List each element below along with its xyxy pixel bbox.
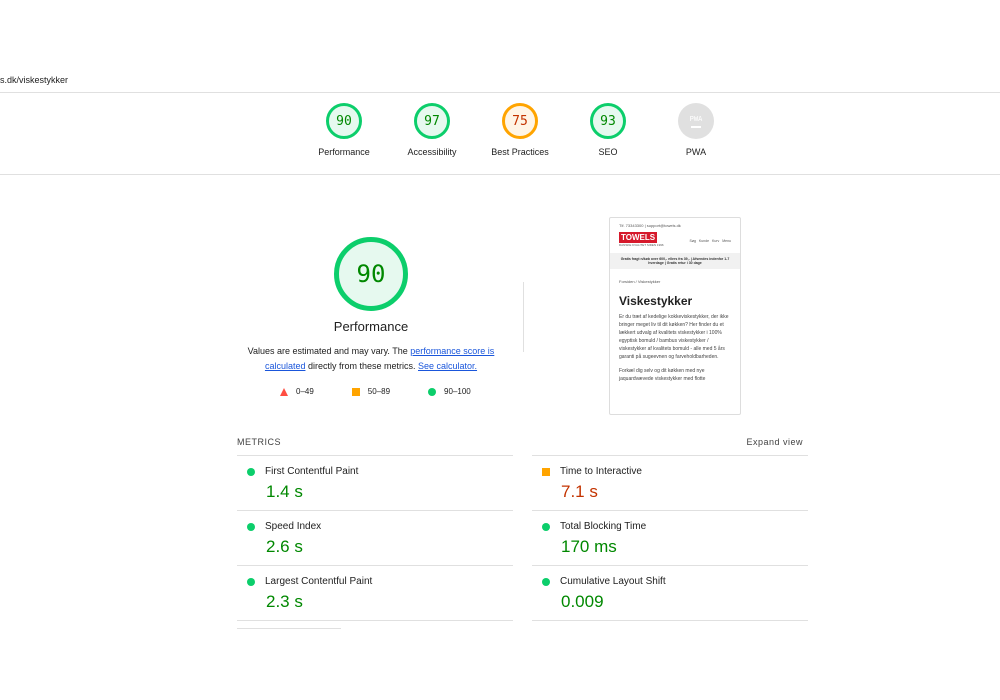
gauge-accessibility[interactable]: 97 Accessibility bbox=[388, 103, 476, 157]
preview-nav: Menu bbox=[722, 239, 731, 243]
metric-value: 2.6 s bbox=[266, 537, 303, 556]
metrics-label: METRICS bbox=[237, 437, 281, 447]
gauge-best-practices[interactable]: 75 Best Practices bbox=[476, 103, 564, 157]
metric-fcp: First Contentful Paint 1.4 s bbox=[237, 455, 513, 510]
metric-lcp: Largest Contentful Paint 2.3 s bbox=[237, 565, 513, 620]
divider bbox=[0, 92, 1000, 93]
divider bbox=[523, 282, 524, 352]
metric-speed-index: Speed Index 2.6 s bbox=[237, 510, 513, 565]
metric-label: Speed Index bbox=[265, 521, 322, 532]
metrics-grid: First Contentful Paint 1.4 s Time to Inte… bbox=[237, 455, 808, 620]
gauge-performance[interactable]: 90 Performance bbox=[300, 103, 388, 157]
preview-heading: Viskestykker bbox=[619, 294, 693, 308]
gauge-label: Accessibility bbox=[407, 147, 457, 157]
pwa-badge-text: PWA bbox=[689, 114, 703, 123]
metric-label: Time to Interactive bbox=[560, 466, 642, 477]
metric-label: Total Blocking Time bbox=[560, 521, 647, 532]
performance-score-gauge: 90 bbox=[334, 237, 408, 311]
performance-title: Performance bbox=[333, 319, 409, 334]
legend-fail: 0–49 bbox=[296, 387, 314, 396]
gauge-label: Performance bbox=[318, 147, 370, 157]
category-gauges: 90 Performance 97 Accessibility 75 Best Pra… bbox=[300, 103, 740, 157]
desc-text: directly from these metrics. bbox=[305, 361, 418, 371]
performance-score-link[interactable]: performance score is calculated bbox=[264, 346, 495, 371]
calculator-link[interactable]: See calculator. bbox=[418, 361, 478, 371]
gauge-seo[interactable]: 93 SEO bbox=[564, 103, 652, 157]
preview-nav: Søg bbox=[689, 239, 696, 243]
pwa-badge-icon: PWA bbox=[678, 103, 714, 139]
preview-paragraph: Er du træt af kedelige kokkeviskestykker… bbox=[619, 314, 729, 360]
metric-value: 7.1 s bbox=[561, 482, 598, 501]
preview-banner: Gratis fragt n/køb over 600,- ellers fra… bbox=[610, 253, 740, 269]
pass-circle-icon bbox=[428, 387, 437, 396]
gauge-label: Best Practices bbox=[491, 147, 549, 157]
metric-tbt: Total Blocking Time 170 ms bbox=[532, 510, 808, 565]
metric-tti: Time to Interactive 7.1 s bbox=[532, 455, 808, 510]
preview-nav: Kurv bbox=[712, 239, 720, 243]
gauge-pwa[interactable]: PWA PWA bbox=[652, 103, 740, 157]
metric-label: Largest Contentful Paint bbox=[265, 576, 373, 587]
pass-circle-icon bbox=[542, 522, 550, 531]
legend-pass: 90–100 bbox=[444, 387, 471, 396]
divider bbox=[237, 628, 341, 629]
desc-text: Values are estimated and may vary. The bbox=[247, 346, 411, 356]
legend-average: 50–89 bbox=[367, 387, 391, 396]
preview-breadcrumb: Forsiden / Viskestykker bbox=[619, 279, 661, 284]
gauge-label: SEO bbox=[598, 147, 618, 157]
metric-label: First Contentful Paint bbox=[265, 466, 359, 477]
metric-value: 170 ms bbox=[561, 537, 617, 556]
score-ring: 75 bbox=[502, 103, 538, 139]
metric-value: 1.4 s bbox=[266, 482, 303, 501]
preview-contact: Tlf. 73343300 | support@towels.dk bbox=[619, 223, 681, 228]
divider bbox=[0, 174, 1000, 175]
metric-value: 0.009 bbox=[561, 592, 604, 611]
pass-circle-icon bbox=[247, 577, 255, 586]
gauge-label: PWA bbox=[685, 147, 707, 157]
pass-circle-icon bbox=[542, 577, 550, 586]
expand-view-toggle[interactable]: Expand view bbox=[746, 437, 803, 447]
score-ring: 90 bbox=[326, 103, 362, 139]
average-square-icon bbox=[542, 467, 550, 476]
fail-triangle-icon bbox=[280, 387, 288, 396]
metric-value: 2.3 s bbox=[266, 592, 303, 611]
score-legend: 0–49 50–89 90–100 bbox=[280, 387, 471, 396]
score-ring: 97 bbox=[414, 103, 450, 139]
divider bbox=[237, 620, 808, 621]
preview-nav: Kunde bbox=[698, 239, 710, 243]
pass-circle-icon bbox=[247, 522, 255, 531]
metric-label: Cumulative Layout Shift bbox=[560, 576, 666, 587]
pass-circle-icon bbox=[247, 467, 255, 476]
preview-paragraph: Forkæl dig selv og dit køkken med nye ja… bbox=[619, 368, 706, 382]
preview-logo: TOWELS bbox=[619, 232, 658, 243]
average-square-icon bbox=[351, 387, 360, 396]
page-screenshot-preview: Tlf. 73343300 | support@towels.dk TOWELS… bbox=[609, 217, 741, 415]
score-description: Values are estimated and may vary. The p… bbox=[240, 344, 502, 374]
score-ring: 93 bbox=[590, 103, 626, 139]
metrics-header: METRICS Expand view bbox=[237, 437, 803, 447]
preview-tagline: DANSKE KVALITET SIDEN 1996 bbox=[619, 243, 664, 247]
metric-cls: Cumulative Layout Shift 0.009 bbox=[532, 565, 808, 620]
page-url: s.dk/viskestykker bbox=[0, 75, 69, 85]
